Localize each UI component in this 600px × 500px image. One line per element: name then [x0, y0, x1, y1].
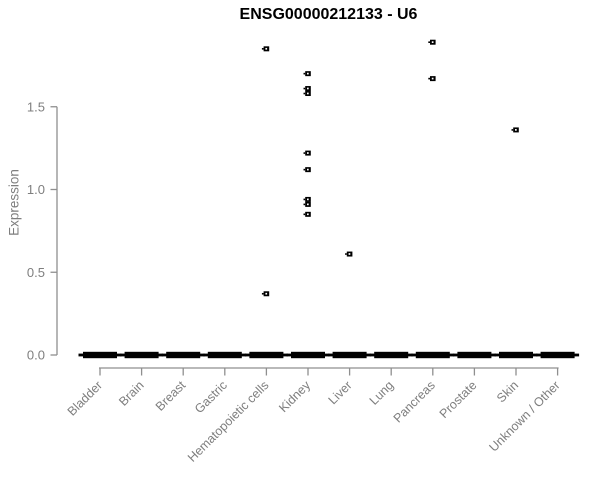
data-point-nub — [303, 198, 306, 201]
zero-bar — [332, 351, 367, 359]
x-category-label: Brain — [116, 378, 147, 409]
data-point-notch — [307, 72, 309, 75]
data-point-nub — [303, 168, 306, 171]
x-category-label: Pancreas — [391, 378, 438, 425]
zero-bar — [540, 351, 575, 359]
x-category-label: Breast — [153, 378, 189, 414]
x-category-label: Skin — [494, 378, 521, 405]
data-point-nub — [303, 203, 306, 206]
zero-bar — [457, 351, 492, 359]
data-point-notch — [307, 198, 309, 201]
data-point-nub — [428, 41, 430, 44]
data-point-notch — [265, 47, 268, 50]
x-category-label: Gastric — [192, 378, 230, 416]
x-category-label: Unknown / Other — [486, 378, 562, 454]
zero-bar — [166, 351, 201, 359]
y-tick-label: 1.5 — [27, 99, 45, 114]
data-point-nub — [511, 129, 514, 131]
zero-bar — [124, 351, 159, 359]
x-category-label: Bladder — [65, 378, 105, 418]
zero-bar — [499, 351, 533, 359]
x-category-label: Kidney — [276, 378, 313, 415]
data-point-notch — [307, 168, 309, 171]
data-point-notch — [431, 41, 434, 44]
data-point-notch — [307, 203, 309, 206]
zero-bar — [291, 351, 325, 359]
data-point-notch — [307, 87, 309, 90]
data-point-nub — [303, 92, 306, 95]
y-tick-label: 0.5 — [27, 265, 45, 280]
data-point-nub — [303, 213, 306, 216]
zero-bar — [207, 351, 242, 359]
zero-bar — [83, 351, 117, 359]
x-category-label: Lung — [367, 378, 397, 408]
data-point-notch — [265, 292, 268, 295]
data-point-notch — [431, 77, 434, 80]
data-point-nub — [345, 253, 347, 255]
data-point-notch — [348, 253, 351, 255]
data-point-nub — [261, 48, 264, 50]
chart-title: ENSG00000212133 - U6 — [239, 6, 418, 23]
zero-bar — [415, 351, 450, 359]
data-point-notch — [307, 152, 309, 154]
zero-bar — [249, 351, 284, 359]
data-point-nub — [261, 292, 264, 295]
x-category-label: Prostate — [437, 378, 480, 421]
data-point-notch — [515, 129, 517, 131]
data-point-nub — [303, 152, 306, 154]
y-tick-label: 1.0 — [27, 182, 45, 197]
data-point-notch — [307, 92, 309, 95]
data-point-nub — [303, 72, 306, 75]
data-point-nub — [303, 87, 306, 90]
x-category-label: Liver — [326, 378, 355, 407]
data-point-nub — [428, 77, 430, 80]
x-category-label: Hematopoietic cells — [185, 378, 272, 465]
y-tick-label: 0.0 — [27, 348, 45, 363]
data-point-notch — [307, 213, 309, 216]
zero-bar — [374, 351, 409, 359]
